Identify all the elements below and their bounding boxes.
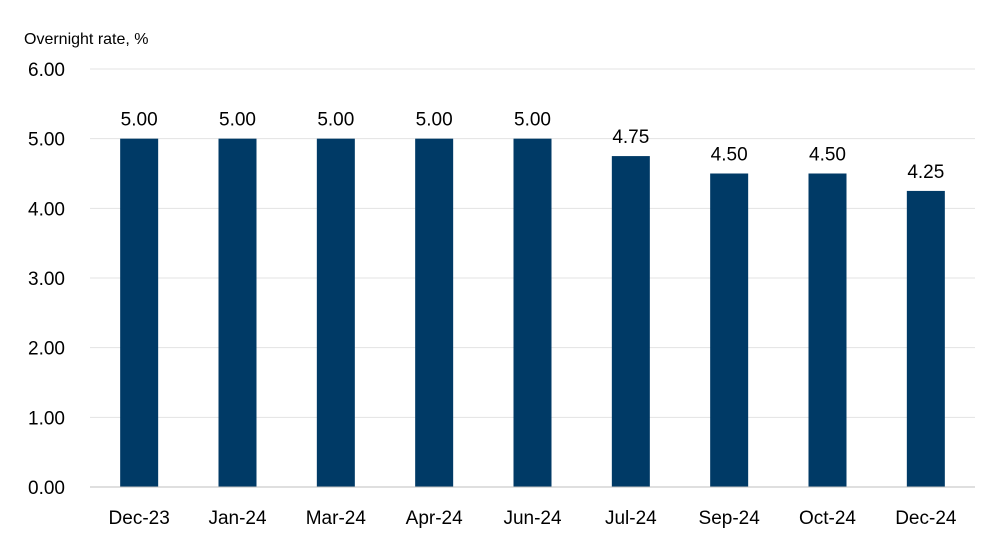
data-label: 5.00 bbox=[416, 110, 453, 131]
data-label: 5.00 bbox=[219, 110, 256, 131]
data-label: 4.25 bbox=[907, 162, 944, 183]
y-axis-ticks: 0.00 1.00 2.00 3.00 4.00 5.00 6.00 bbox=[28, 60, 65, 499]
bar bbox=[218, 138, 257, 487]
data-label: 5.00 bbox=[514, 110, 551, 131]
x-category-label: Sep-24 bbox=[699, 508, 761, 529]
bar bbox=[120, 138, 159, 487]
x-category-label: Jul-24 bbox=[605, 508, 657, 529]
data-label: 4.50 bbox=[711, 145, 748, 166]
x-category-label: Apr-24 bbox=[406, 508, 463, 529]
bars bbox=[120, 138, 945, 488]
y-tick-label: 5.00 bbox=[28, 130, 65, 151]
y-tick-label: 3.00 bbox=[28, 269, 65, 290]
x-category-label: Jun-24 bbox=[503, 508, 562, 529]
y-tick-label: 6.00 bbox=[28, 60, 65, 81]
bar bbox=[415, 138, 454, 487]
data-label: 5.00 bbox=[121, 110, 158, 131]
bar bbox=[611, 156, 650, 488]
y-tick-label: 1.00 bbox=[28, 408, 65, 429]
y-tick-label: 2.00 bbox=[28, 339, 65, 360]
y-tick-label: 0.00 bbox=[28, 478, 65, 499]
data-label: 4.75 bbox=[612, 127, 649, 148]
x-category-label: Dec-24 bbox=[895, 508, 957, 529]
data-labels: 5.00 5.00 5.00 5.00 5.00 4.75 4.50 4.50 4.25 bbox=[121, 110, 945, 183]
data-label: 4.50 bbox=[809, 145, 846, 166]
bar bbox=[906, 190, 945, 487]
bar bbox=[710, 173, 749, 487]
data-label: 5.00 bbox=[317, 110, 354, 131]
x-category-label: Jan-24 bbox=[208, 508, 267, 529]
y-tick-label: 4.00 bbox=[28, 199, 65, 220]
bar bbox=[513, 138, 552, 487]
x-category-label: Dec-23 bbox=[109, 508, 170, 529]
x-axis-categories: Dec-23 Jan-24 Mar-24 Apr-24 Jun-24 Jul-24 Sep-… bbox=[109, 508, 957, 529]
x-category-label: Oct-24 bbox=[799, 508, 856, 529]
bar bbox=[316, 138, 355, 487]
bar bbox=[808, 173, 847, 487]
y-axis-title: Overnight rate, % bbox=[24, 31, 149, 48]
x-category-label: Mar-24 bbox=[306, 508, 367, 529]
